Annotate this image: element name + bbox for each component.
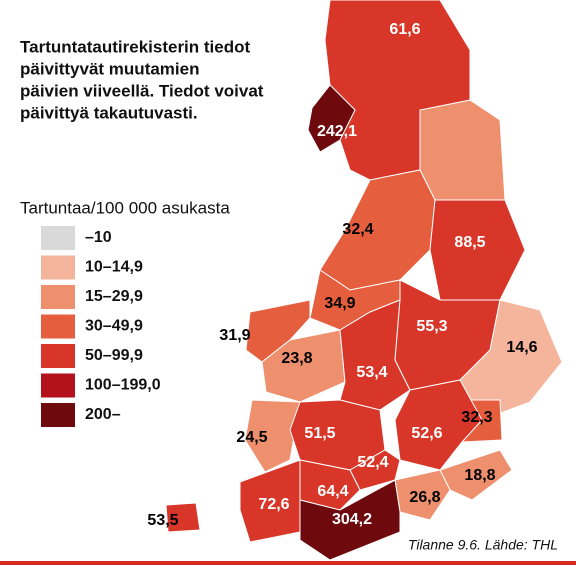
legend-label: 100–199,0 — [85, 377, 161, 394]
region-label: 32,3 — [461, 409, 492, 426]
region-label: 72,6 — [258, 496, 289, 513]
region-shape — [419, 99, 506, 206]
legend-label: 10–14,9 — [85, 259, 143, 276]
region-shape — [299, 479, 401, 561]
region-label: 31,9 — [219, 327, 250, 344]
region-label: 88,5 — [454, 234, 485, 251]
region-shape — [165, 502, 201, 533]
region-label: 242,1 — [317, 123, 357, 140]
legend-title: Tartuntaa/100 000 asukasta — [20, 198, 230, 217]
region-label: 34,9 — [324, 295, 355, 312]
legend-label: 50–99,9 — [85, 347, 143, 364]
region-shape — [244, 399, 301, 473]
legend-label: –10 — [85, 229, 112, 246]
note-line: päivien viiveellä. Tiedot voivat — [20, 81, 264, 100]
region-label: 52,6 — [411, 425, 442, 442]
legend-swatch — [41, 314, 75, 339]
region-shape — [319, 169, 436, 291]
region-label: 64,4 — [317, 483, 348, 500]
region-label: 61,6 — [389, 21, 420, 38]
legend-swatch — [41, 403, 75, 427]
note-line: päivittyä takautuvasti. — [20, 103, 198, 122]
region-label: 18,8 — [464, 467, 495, 484]
region-shape — [307, 84, 356, 153]
legend-label: 30–49,9 — [85, 318, 143, 335]
region-label: 24,5 — [236, 429, 267, 446]
region-label: 304,2 — [332, 511, 372, 528]
region-label: 51,5 — [304, 425, 335, 442]
region-label: 55,3 — [416, 318, 447, 335]
legend-label: 15–29,9 — [85, 288, 143, 305]
region-label: 26,8 — [409, 489, 440, 506]
legend-swatch — [41, 226, 75, 250]
region-shape — [394, 379, 483, 471]
region-label: 14,6 — [506, 339, 537, 356]
legend-swatch — [41, 373, 75, 398]
note-line: päivittyvät muutamien — [20, 59, 200, 78]
region-label: 53,4 — [356, 364, 387, 381]
region-label: 52,4 — [357, 454, 388, 471]
legend-swatch — [41, 285, 75, 309]
region-label: 32,4 — [342, 221, 373, 238]
region-label: 23,8 — [281, 350, 312, 367]
region-label: 53,5 — [147, 512, 178, 529]
legend-swatch — [41, 255, 75, 280]
region-shape — [459, 299, 563, 421]
legend-swatch — [41, 344, 75, 368]
note-line: Tartuntatautirekisterin tiedot — [20, 37, 250, 56]
source: Tilanne 9.6. Lähde: THL — [408, 537, 558, 553]
legend-label: 200– — [85, 406, 121, 423]
